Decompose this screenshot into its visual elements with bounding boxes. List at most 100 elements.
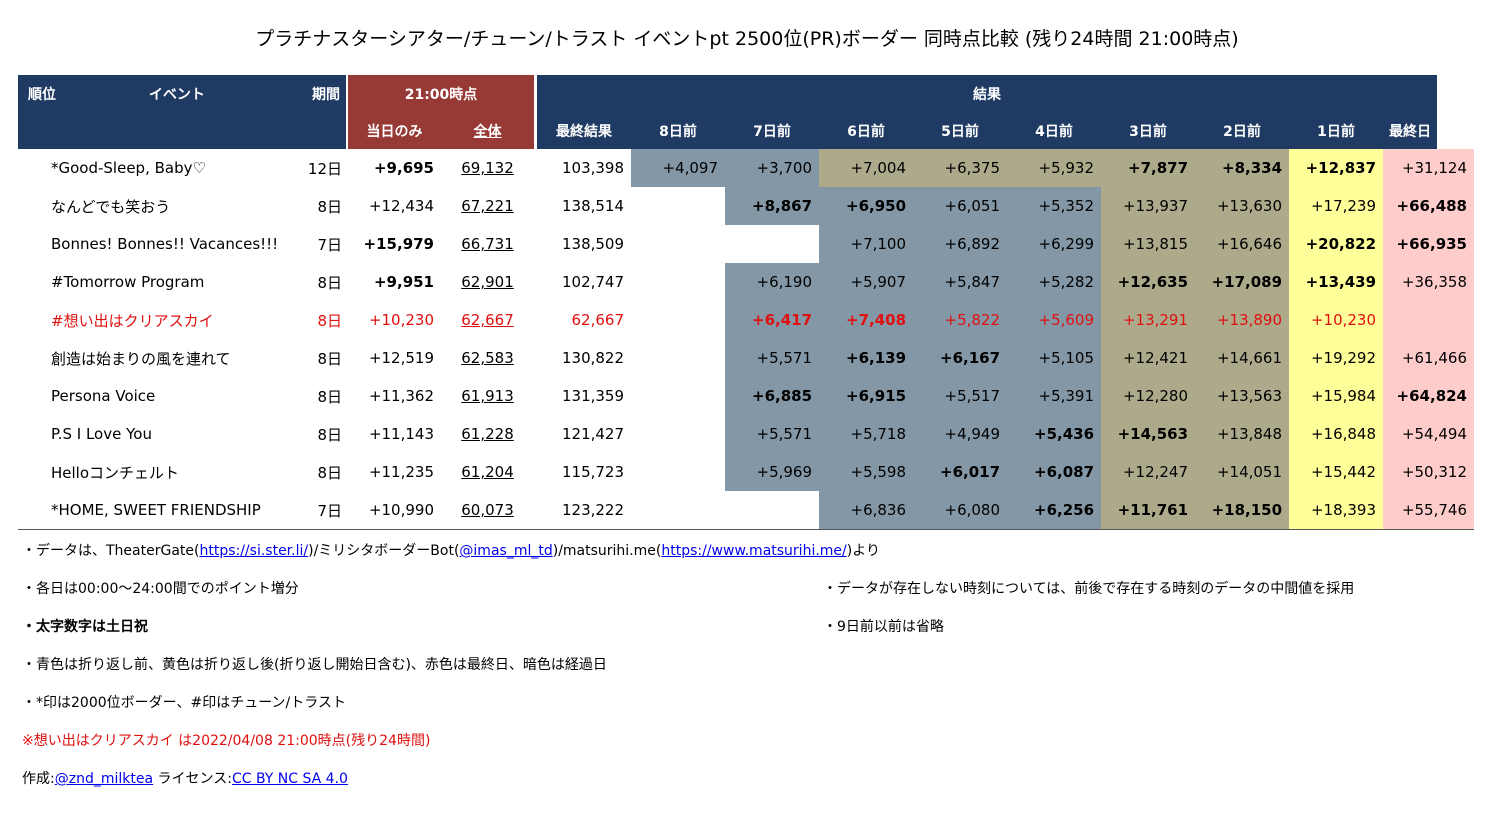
column-separator [346, 453, 348, 491]
author-label: 作成: [22, 771, 55, 787]
note-daily: ・各日は00:00～24:00間でのポイント増分 [22, 581, 299, 597]
header-blank [18, 112, 281, 149]
daily-increment-cell: +4,097 [631, 149, 726, 187]
daily-increment-cell: +13,563 [1195, 377, 1290, 415]
snapshot-total-value: 62,583 [441, 339, 534, 377]
snapshot-total-label: 66,731 [461, 235, 514, 253]
snapshot-total-label: 62,583 [461, 349, 514, 367]
header-separator [534, 112, 538, 149]
table-row: *HOME, SWEET FRIENDSHIP 7日 +10,990 60,073 12… [18, 491, 1474, 530]
daily-increment-cell: +17,239 [1289, 187, 1384, 225]
event-name: #Tomorrow Program [51, 273, 205, 291]
event-period: 7日 [317, 235, 342, 254]
event-period: 8日 [317, 387, 342, 406]
daily-increment-cell: +13,815 [1101, 225, 1196, 263]
column-separator [534, 453, 538, 491]
daily-increment-cell: +12,280 [1101, 377, 1196, 415]
header-snapshot: 21:00時点 [348, 75, 535, 112]
header-separator [346, 75, 348, 112]
header-day-4: 4日前 [1007, 112, 1102, 149]
event-period: 7日 [281, 491, 346, 530]
event-name: Bonnes! Bonnes!! Vacances!!! [51, 235, 279, 253]
daily-increment-cell: +13,890 [1195, 301, 1290, 339]
daily-increment-cell: +3,700 [725, 149, 820, 187]
note-current: ※想い出はクリアスカイ は2022/04/08 21:00時点(残り24時間) [22, 733, 431, 749]
event-period: 8日 [317, 197, 342, 216]
daily-increment-cell: +5,822 [913, 301, 1008, 339]
note-source: ・データは、TheaterGate(https://si.ster.li/)/ミ… [22, 540, 880, 560]
daily-increment-cell [631, 339, 725, 377]
final-result-value: 121,427 [561, 425, 625, 443]
daily-increment-cell: +8,867 [725, 187, 820, 225]
column-separator [346, 263, 348, 301]
daily-increment-cell: +13,439 [1289, 263, 1384, 301]
daily-increment-cell: +8,334 [1195, 149, 1290, 187]
final-result-value: 130,822 [561, 349, 625, 367]
note-missing: ・データが存在しない時刻については、前後で存在する時刻のデータの中間値を採用 [823, 581, 1355, 597]
note-omit: ・9日前以前は省略 [823, 619, 944, 635]
daily-increment-cell: +6,080 [913, 491, 1008, 530]
license-link[interactable]: CC BY NC SA 4.0 [231, 771, 348, 787]
note-source-text: )/matsurihi.me( [552, 543, 662, 559]
column-separator [534, 225, 538, 263]
snapshot-total-label: 61,913 [461, 387, 514, 405]
snapshot-day-value: +15,979 [363, 235, 434, 253]
table-row: Bonnes! Bonnes!! Vacances!!! 7日 +15,979 66,… [18, 225, 1474, 263]
daily-increment-cell: +5,436 [1007, 415, 1102, 453]
table-row: なんどでも笑おう 8日 +12,434 67,221 138,514 +8,867 +6,9… [18, 187, 1474, 225]
header-total-label: 全体 [473, 123, 502, 140]
daily-increment-cell [631, 263, 725, 301]
daily-increment-cell: +6,017 [913, 453, 1008, 491]
daily-increment-cell: +16,646 [1195, 225, 1290, 263]
event-name: Helloコンチェルト [51, 463, 180, 482]
daily-increment-cell [631, 415, 725, 453]
daily-increment-cell: +5,907 [819, 263, 914, 301]
daily-increment-cell: +15,442 [1289, 453, 1384, 491]
daily-increment-cell [631, 491, 726, 530]
snapshot-day-value: +11,235 [368, 463, 434, 481]
column-separator [534, 491, 538, 530]
final-result-value: 123,222 [537, 491, 632, 530]
theatergate-link[interactable]: https://si.ster.li/ [199, 543, 309, 559]
column-separator [534, 263, 538, 301]
event-name: *HOME, SWEET FRIENDSHIP [18, 491, 281, 530]
daily-increment-cell: +20,822 [1289, 225, 1384, 263]
daily-increment-cell [725, 225, 819, 263]
daily-increment-cell: +64,824 [1383, 377, 1474, 415]
header-event: イベント [148, 86, 205, 103]
snapshot-total-label: 69,132 [461, 159, 514, 177]
event-name: *Good-Sleep, Baby♡ [51, 159, 206, 177]
daily-increment-cell: +14,563 [1101, 415, 1196, 453]
border-bot-link[interactable]: @imas_ml_td [459, 543, 553, 559]
final-result-value: 103,398 [561, 159, 625, 177]
column-separator [346, 187, 348, 225]
snapshot-total-value: 61,913 [441, 377, 534, 415]
daily-increment-cell: +18,393 [1289, 491, 1384, 530]
column-separator [534, 377, 538, 415]
credit: 作成:@znd_milktea ライセンス:CC BY NC SA 4.0 [22, 768, 348, 788]
daily-increment-cell: +5,352 [1007, 187, 1102, 225]
daily-increment-cell: +10,230 [1289, 301, 1384, 339]
event-period: 8日 [317, 349, 342, 368]
event-name: #想い出はクリアスカイ [51, 311, 214, 330]
snapshot-total-value: 69,132 [441, 149, 534, 187]
snapshot-total-value: 66,731 [441, 225, 534, 263]
snapshot-total-label: 60,073 [461, 501, 514, 519]
note-source-text: )/ミリシタボーダーBot( [308, 543, 460, 559]
daily-increment-cell: +5,571 [725, 415, 820, 453]
snapshot-day-value: +12,519 [368, 349, 434, 367]
daily-increment-cell: +5,282 [1007, 263, 1102, 301]
header-day-8: 8日前 [631, 112, 726, 149]
daily-increment-cell: +6,950 [819, 187, 914, 225]
author-link[interactable]: @znd_milktea [54, 771, 154, 787]
daily-increment-cell [631, 225, 725, 263]
daily-increment-cell [1383, 301, 1474, 339]
snapshot-total-value: 61,204 [441, 453, 534, 491]
daily-increment-cell: +66,488 [1383, 187, 1474, 225]
matsurihi-link[interactable]: https://www.matsurihi.me/ [661, 543, 847, 559]
daily-increment-cell: +50,312 [1383, 453, 1474, 491]
daily-increment-cell: +5,969 [725, 453, 820, 491]
final-result-value: 62,667 [571, 311, 625, 329]
daily-increment-cell: +6,885 [725, 377, 820, 415]
daily-increment-cell [631, 377, 725, 415]
